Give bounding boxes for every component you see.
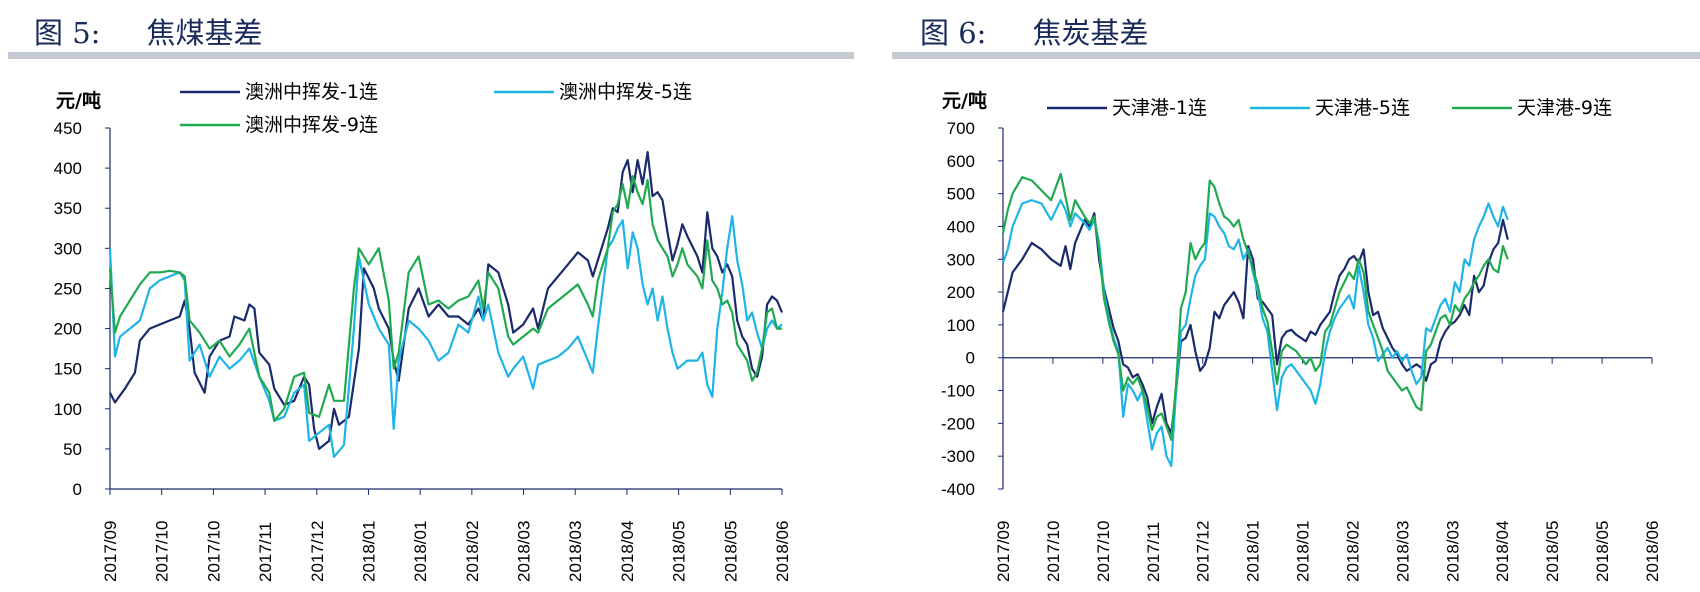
y-tick-label: 400 xyxy=(54,159,82,178)
x-tick-label: 2018/03 xyxy=(1443,521,1462,582)
x-tick-label: 2017/11 xyxy=(256,522,275,582)
x-tick-label: 2018/03 xyxy=(515,521,534,582)
x-tick-label: 2018/05 xyxy=(1593,521,1612,582)
x-tick-label: 2018/01 xyxy=(411,521,430,582)
y-tick-label: 450 xyxy=(54,119,82,138)
legend-label: 澳洲中挥发-5连 xyxy=(559,81,692,103)
series-line xyxy=(108,215,783,458)
figure-panel-6: 图 6: 焦炭基差 元/吨 700 600 500 400 300 200 100 0 -100 -2… xyxy=(892,0,1700,592)
x-tick-label: 2018/05 xyxy=(1543,521,1562,582)
figure-name: 焦炭基差 xyxy=(1032,16,1149,50)
figure-panel-5: 图 5: 焦煤基差 元/吨 450 400 350 300 250 200 150 100 50 0 2… xyxy=(8,10,854,582)
y-tick-label: 200 xyxy=(947,283,975,302)
y-tick-label: 300 xyxy=(947,250,975,269)
x-tick-label: 2017/10 xyxy=(1044,521,1063,582)
x-tick-label: 2017/10 xyxy=(204,521,223,582)
x-tick-label: 2017/09 xyxy=(101,521,120,582)
x-tick-label: 2018/05 xyxy=(670,521,689,582)
y-tick-label: 250 xyxy=(54,279,82,298)
x-tick-label: 2017/10 xyxy=(153,521,172,582)
y-tick-label: 100 xyxy=(947,316,975,335)
coking-coal-basis-chart: 元/吨 450 400 350 300 250 200 150 100 50 0 2017/09 201… xyxy=(54,81,792,582)
figure-title: 图 6: 焦炭基差 xyxy=(920,10,1148,52)
figure-name: 焦煤基差 xyxy=(146,16,263,50)
legend-label: 天津港-5连 xyxy=(1315,97,1410,119)
x-tick-label: 2017/09 xyxy=(994,521,1013,582)
x-tick-label: 2018/06 xyxy=(1643,521,1662,582)
legend-label: 澳洲中挥发-1连 xyxy=(245,81,378,103)
y-tick-label: 300 xyxy=(54,239,82,258)
y-tick-label: 600 xyxy=(947,152,975,171)
series-line xyxy=(109,151,784,450)
y-tick-label: 200 xyxy=(54,320,82,339)
y-tick-label: -100 xyxy=(941,382,975,401)
x-tick-label: 2018/05 xyxy=(721,521,740,582)
x-tick-label: 2018/04 xyxy=(1493,521,1512,582)
x-tick-label: 2018/02 xyxy=(1343,521,1362,582)
series-line xyxy=(1001,172,1509,441)
x-tick-label: 2017/10 xyxy=(1094,521,1113,582)
legend-label: 天津港-9连 xyxy=(1517,97,1612,119)
figure-number: 图 5: xyxy=(34,16,101,50)
x-tick-label: 2018/01 xyxy=(1294,521,1313,582)
x-tick-label: 2018/01 xyxy=(1244,521,1263,582)
y-tick-label: 100 xyxy=(54,400,82,419)
y-tick-label: 50 xyxy=(63,440,82,459)
y-tick-label: 500 xyxy=(947,185,975,204)
title-divider xyxy=(892,52,1700,59)
series-line xyxy=(1001,199,1509,468)
y-tick-label: 0 xyxy=(73,480,82,499)
y-tick-label: 150 xyxy=(54,360,82,379)
x-tick-label: 2018/01 xyxy=(359,521,378,582)
coke-basis-chart: 元/吨 700 600 500 400 300 200 100 0 -100 -200 -300 -40… xyxy=(941,89,1662,582)
y-unit-label: 元/吨 xyxy=(56,89,101,112)
y-tick-label: -200 xyxy=(941,414,975,433)
title-divider xyxy=(8,52,854,59)
y-tick-label: 0 xyxy=(966,349,975,368)
y-tick-label: -400 xyxy=(941,480,975,499)
x-tick-label: 2017/12 xyxy=(1194,521,1213,582)
x-tick-label: 2018/03 xyxy=(1393,521,1412,582)
series-line xyxy=(1001,212,1509,435)
series-line xyxy=(108,175,782,422)
x-tick-label: 2018/04 xyxy=(618,521,637,582)
x-tick-label: 2018/02 xyxy=(463,521,482,582)
figure-title: 图 5: 焦煤基差 xyxy=(34,10,262,52)
legend-label: 澳洲中挥发-9连 xyxy=(245,114,378,136)
y-tick-label: -300 xyxy=(941,447,975,466)
x-tick-label: 2018/03 xyxy=(566,521,585,582)
y-unit-label: 元/吨 xyxy=(942,89,987,112)
y-tick-label: 350 xyxy=(54,199,82,218)
legend-label: 天津港-1连 xyxy=(1112,97,1207,119)
figure-number: 图 6: xyxy=(920,16,987,50)
x-tick-label: 2017/11 xyxy=(1144,522,1163,582)
y-tick-label: 400 xyxy=(947,217,975,236)
x-tick-label: 2018/06 xyxy=(773,521,792,582)
y-tick-label: 700 xyxy=(947,119,975,138)
x-tick-label: 2017/12 xyxy=(308,521,327,582)
